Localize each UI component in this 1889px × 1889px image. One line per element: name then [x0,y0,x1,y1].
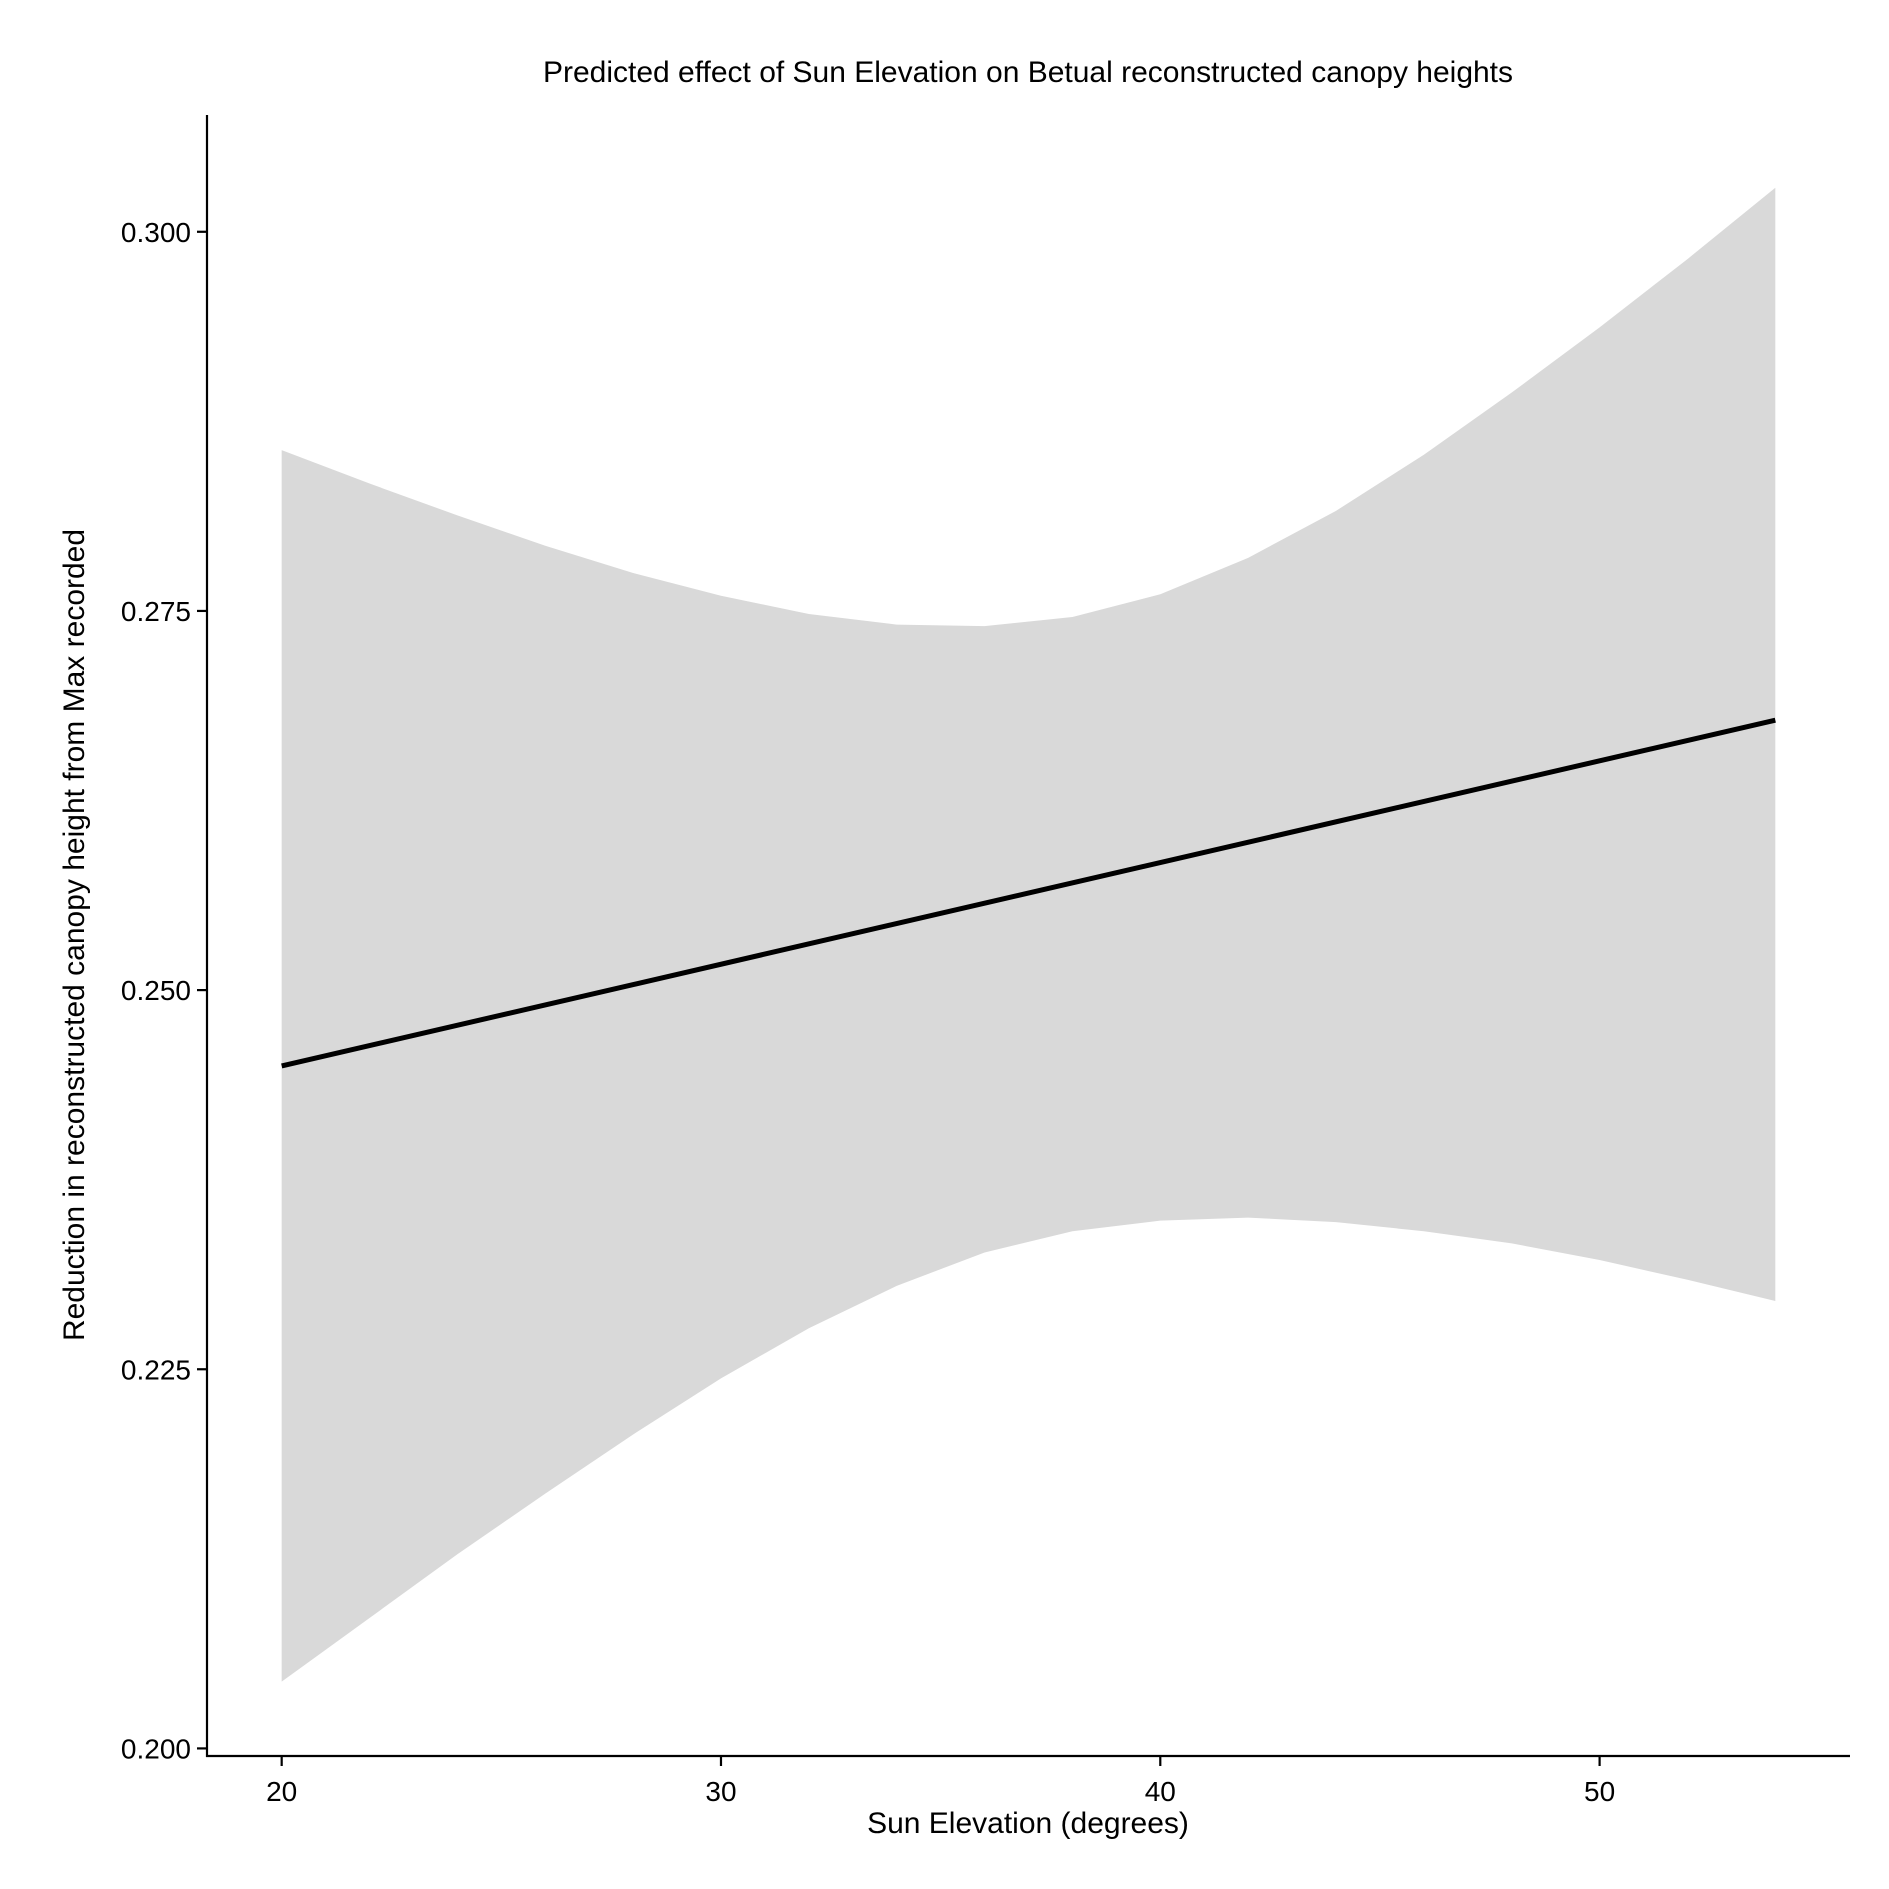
y-axis-title: Reduction in reconstructed canopy height… [58,529,91,1341]
y-tick-label: 0.275 [121,596,191,627]
x-tick-label: 20 [266,1776,297,1807]
y-tick-label: 0.200 [121,1733,191,1764]
y-tick-label: 0.250 [121,975,191,1006]
y-tick-label: 0.225 [121,1354,191,1385]
fit-line-0 [281,717,1776,1069]
x-axis-title: Sun Elevation (degrees) [867,1807,1189,1840]
x-tick-label: 40 [1145,1776,1176,1807]
axes: 0.200 0.225 0.250 0.275 0.300 20 30 40 50 [121,115,1850,1807]
x-tick-label: 50 [1584,1776,1615,1807]
plot-area [281,187,1776,1682]
confidence-band [281,187,1776,1682]
y-tick-label: 0.300 [121,217,191,248]
x-tick-label: 30 [705,1776,736,1807]
chart-title: Predicted effect of Sun Elevation on Bet… [543,56,1513,89]
